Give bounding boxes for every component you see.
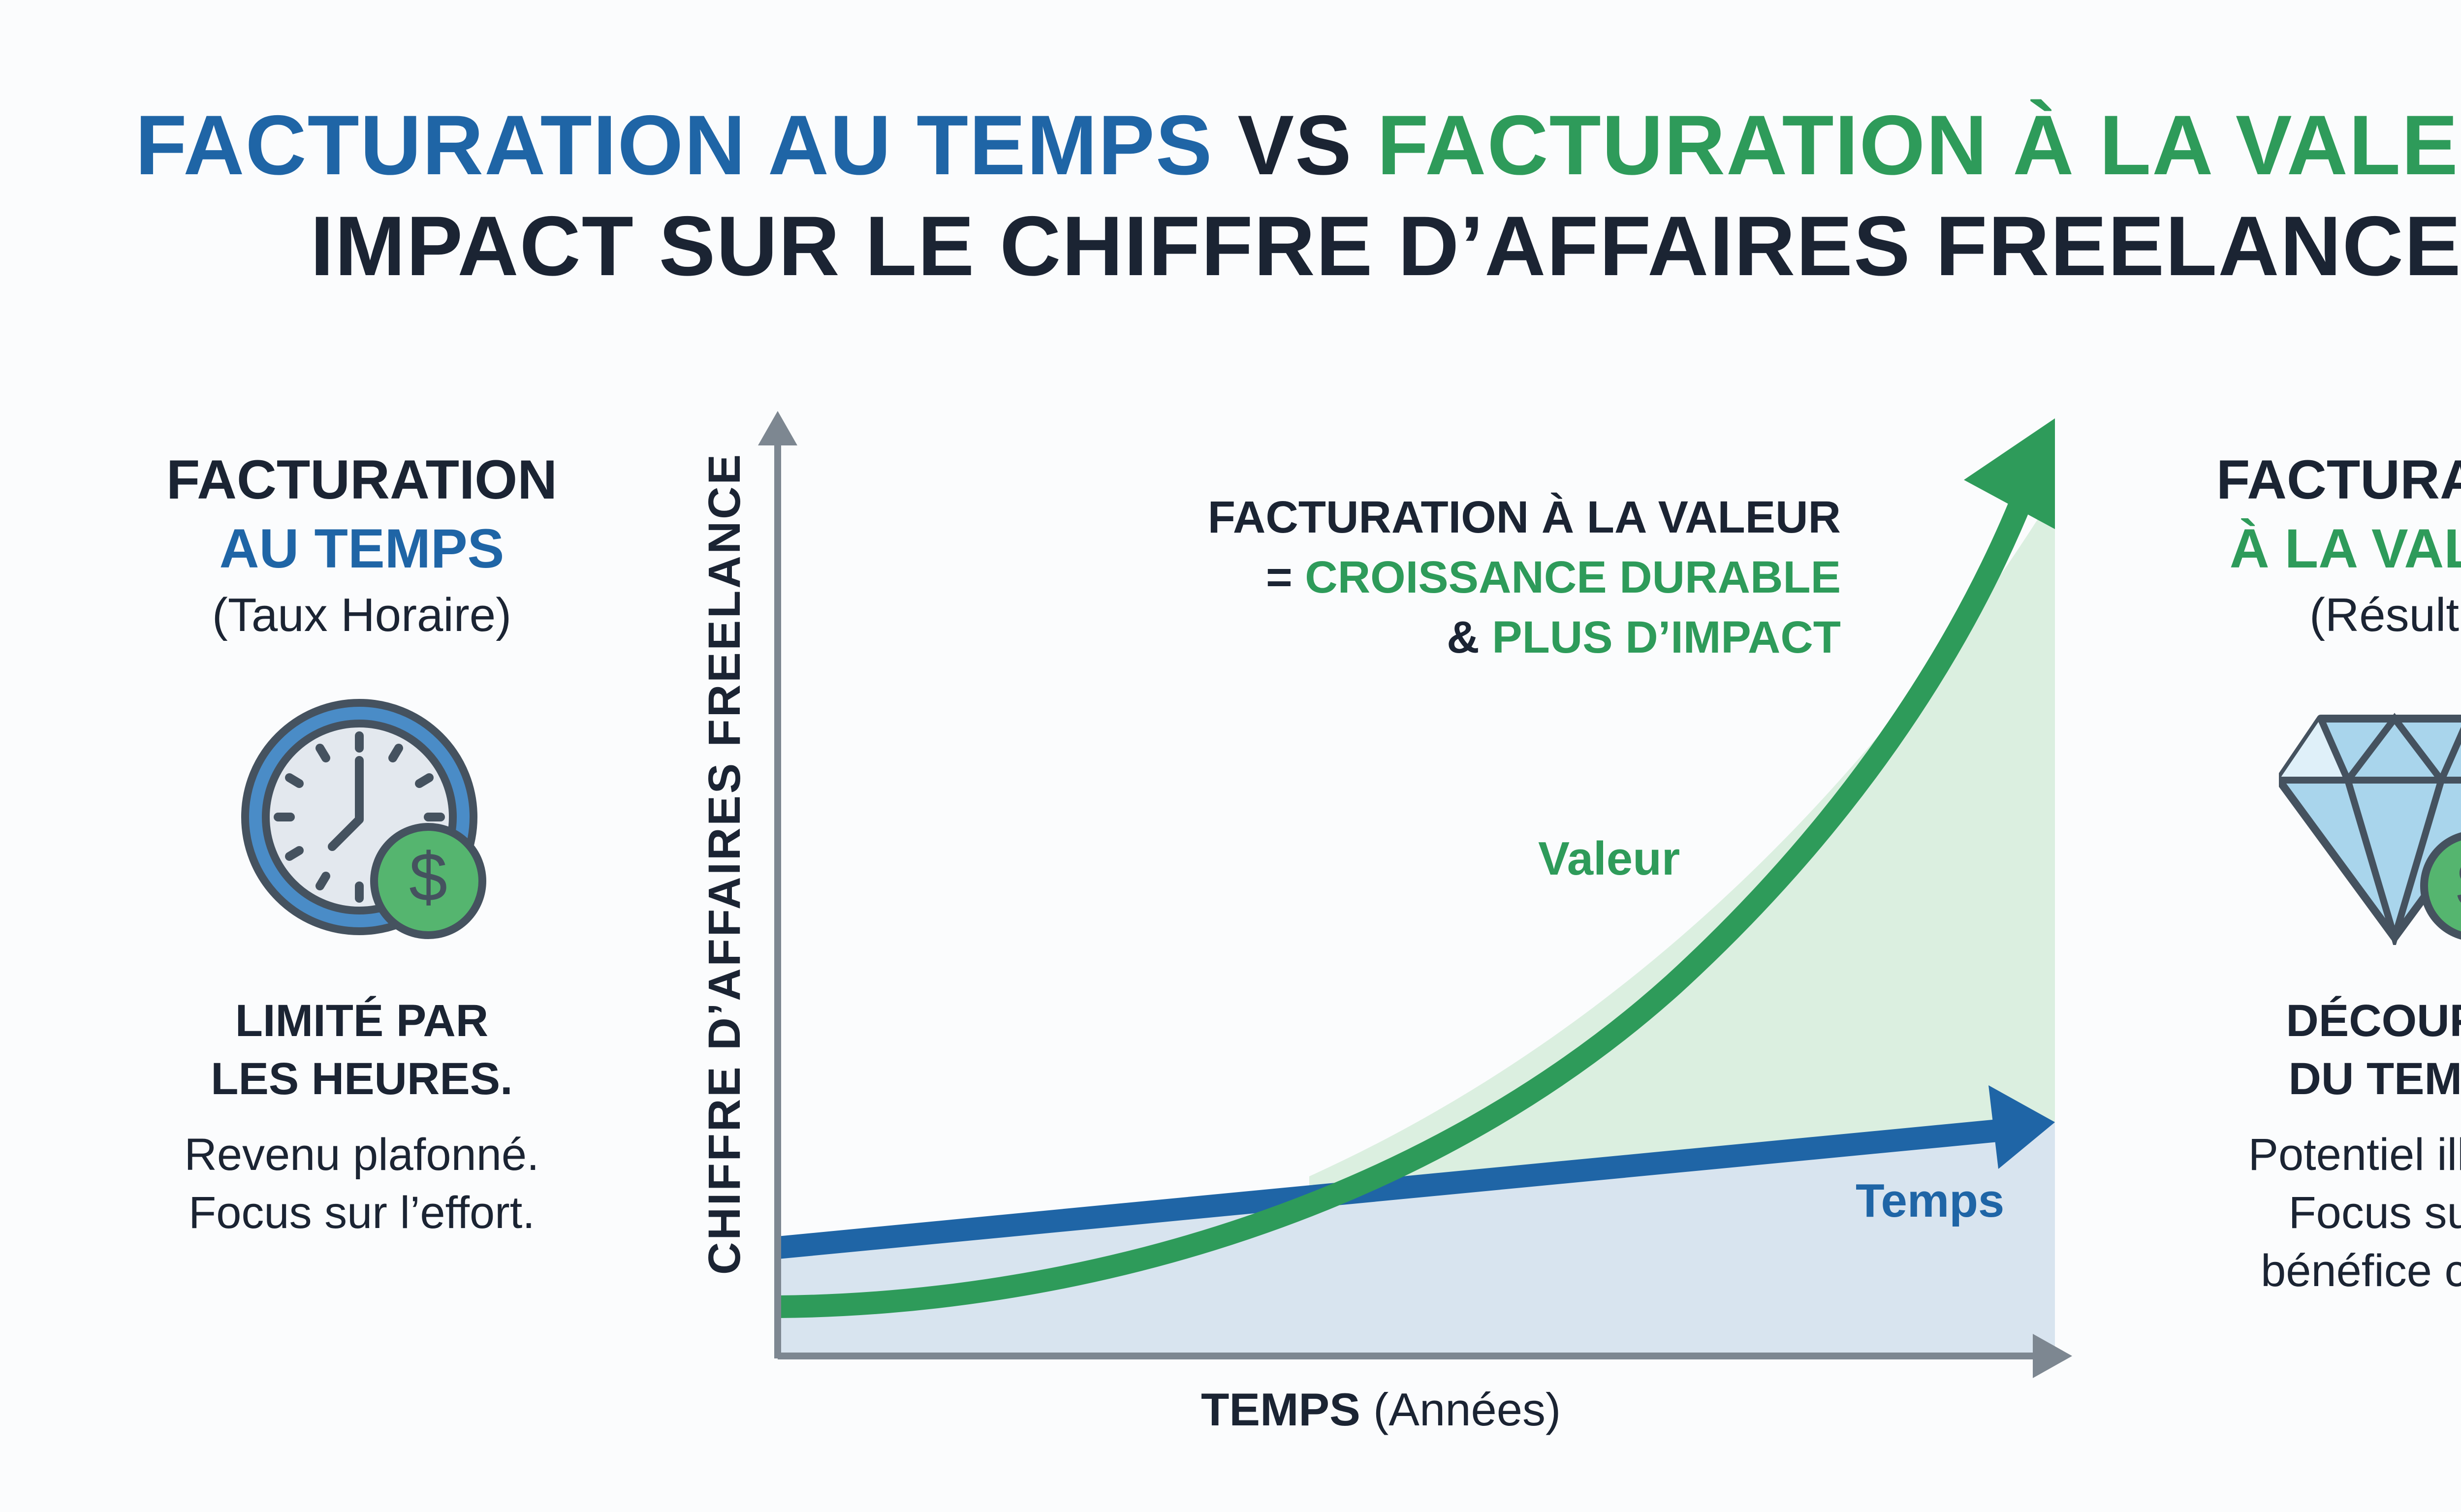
right-bold-line1: DÉCOUPLÉ bbox=[2286, 996, 2461, 1046]
value-arrowhead bbox=[1964, 418, 2055, 529]
time-series-label: Temps bbox=[1856, 1174, 2005, 1227]
annotation-line1: FACTURATION À LA VALEUR bbox=[1207, 492, 1841, 542]
time-series-line bbox=[776, 1118, 2010, 1259]
annotation-more-impact: PLUS D’IMPACT bbox=[1492, 612, 1841, 662]
time-arrowhead bbox=[1988, 1085, 2055, 1169]
diamond-with-dollar-icon: $ bbox=[2279, 713, 2461, 945]
left-description: LIMITÉ PAR LES HEURES. Revenu plafonné. … bbox=[66, 992, 657, 1242]
left-text-line1: Revenu plafonné. bbox=[184, 1130, 539, 1180]
value-series-line bbox=[777, 493, 2034, 1318]
y-axis-arrow bbox=[758, 411, 797, 445]
right-text-line2: Focus sur le bbox=[2288, 1188, 2461, 1238]
annotation-ampersand: & bbox=[1447, 612, 1492, 662]
y-axis-label: CHIFFRE D’AFFAIRES FREELANCE bbox=[699, 452, 750, 1275]
title-time-billing: FACTURATION AU TEMPS bbox=[135, 98, 1213, 192]
right-heading-line2: À LA VALEUR bbox=[2229, 518, 2461, 579]
time-area-fill bbox=[778, 1122, 2055, 1354]
left-bold-line2: LES HEURES. bbox=[211, 1054, 513, 1104]
right-text-line1: Potentiel illimité. bbox=[2248, 1130, 2461, 1180]
clock-with-dollar-icon: $ bbox=[241, 699, 486, 939]
left-text-line2: Focus sur l’effort. bbox=[189, 1188, 535, 1238]
annotation-sustainable-growth: CROISSANCE DURABLE bbox=[1305, 552, 1841, 602]
value-series-label: Valeur bbox=[1538, 832, 1680, 885]
right-subtitle: (Résultat) bbox=[2309, 589, 2461, 641]
annotation-equals: = bbox=[1265, 552, 1305, 602]
x-axis-label-rest: (Années) bbox=[1360, 1384, 1561, 1435]
x-axis-arrow bbox=[2033, 1334, 2072, 1378]
left-subtitle: (Taux Horaire) bbox=[212, 589, 512, 641]
dollar-sign-icon: $ bbox=[409, 838, 447, 915]
title-vs: VS bbox=[1213, 98, 1377, 192]
x-axis-label: TEMPS (Années) bbox=[1201, 1383, 1561, 1436]
title-value-billing: FACTURATION À LA VALEUR bbox=[1377, 98, 2461, 192]
right-panel: FACTURATION À LA VALEUR (Résultat) bbox=[2116, 445, 2461, 647]
dollar-sign-icon: $ bbox=[2457, 846, 2461, 923]
x-axis-label-bold: TEMPS bbox=[1201, 1384, 1360, 1435]
main-title-line1: FACTURATION AU TEMPS VS FACTURATION À LA… bbox=[0, 96, 2461, 194]
right-heading-line1: FACTURATION bbox=[2216, 449, 2461, 510]
left-panel: FACTURATION AU TEMPS (Taux Horaire) bbox=[66, 445, 657, 647]
left-heading-line2: AU TEMPS bbox=[219, 518, 505, 579]
right-description: DÉCOUPLÉ DU TEMPS. Potentiel illimité. F… bbox=[2116, 992, 2461, 1300]
chart-annotation: FACTURATION À LA VALEUR = CROISSANCE DUR… bbox=[1009, 487, 1841, 667]
main-title-line2: IMPACT SUR LE CHIFFRE D’AFFAIRES FREELAN… bbox=[310, 199, 2461, 293]
right-bold-line2: DU TEMPS. bbox=[2288, 1054, 2461, 1104]
right-text-line3: bénéfice client. bbox=[2261, 1246, 2461, 1296]
left-heading-line1: FACTURATION bbox=[166, 449, 558, 510]
left-bold-line1: LIMITÉ PAR bbox=[235, 996, 489, 1046]
value-area-fill bbox=[1309, 492, 2055, 1191]
